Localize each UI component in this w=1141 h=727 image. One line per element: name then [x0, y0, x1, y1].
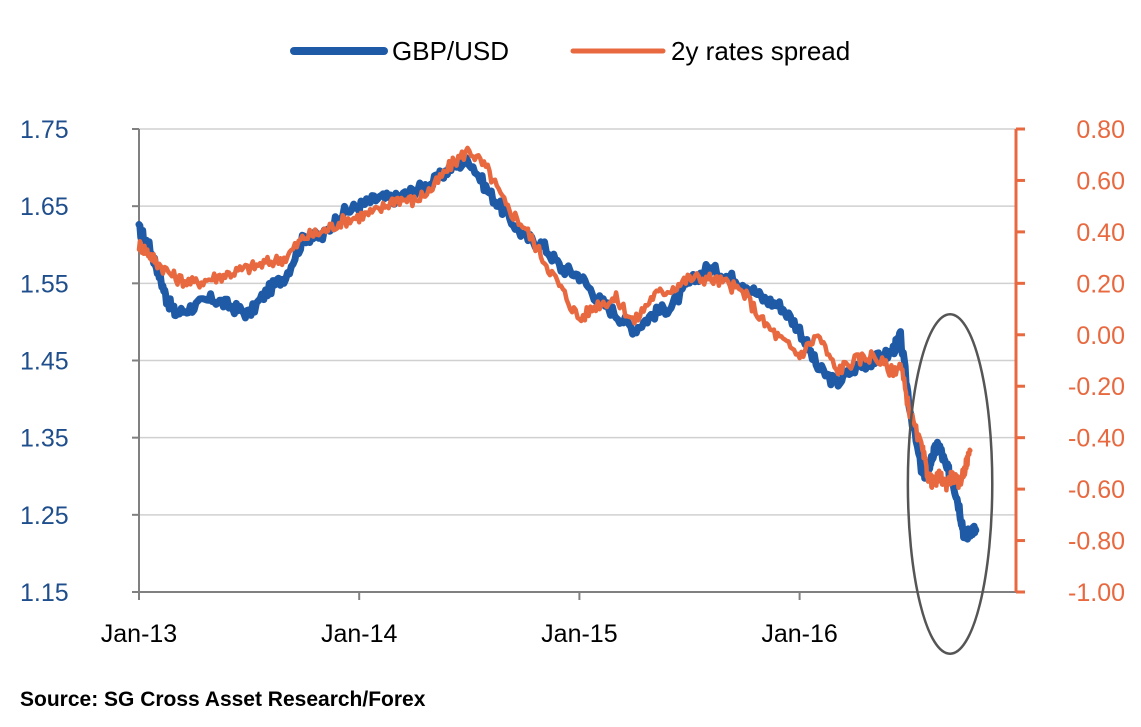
y-right-tick-label: -0.40 [1068, 425, 1125, 453]
legend-label: GBP/USD [392, 36, 509, 66]
y-left-tick-label: 1.15 [20, 579, 69, 607]
legend: GBP/USD 2y rates spread [290, 36, 850, 66]
highlight-ellipse [906, 312, 994, 655]
y-left-tick-label: 1.55 [20, 270, 69, 298]
x-tick-label: Jan-15 [541, 620, 617, 648]
y-left-tick-label: 1.35 [20, 425, 69, 453]
y-left-tick-label: 1.65 [20, 193, 69, 221]
axes [132, 127, 1025, 600]
y-left-tick-label: 1.75 [20, 116, 69, 144]
y-left-tick-label: 1.45 [20, 348, 69, 376]
legend-label: 2y rates spread [671, 36, 850, 66]
source-note: Source: SG Cross Asset Research/Forex [20, 688, 426, 711]
gridlines [139, 128, 1016, 516]
tick-labels: 1.75 1.65 1.55 1.45 1.35 1.25 1.15 0.80 0.60 0.40… [20, 116, 1125, 648]
x-tick-label: Jan-14 [321, 620, 398, 648]
gbp-usd-series-line [135, 153, 980, 543]
y-right-tick-label: -0.60 [1068, 476, 1125, 504]
y-right-tick-label: 0.60 [1076, 167, 1125, 195]
y-left-tick-label: 1.25 [20, 502, 69, 530]
y-right-tick-label: 0.40 [1076, 219, 1125, 247]
y-right-tick-label: -1.00 [1068, 579, 1125, 607]
annotations [906, 312, 994, 655]
rates-spread-series-line [136, 145, 973, 493]
y-right-tick-label: 0.20 [1076, 270, 1125, 298]
y-right-tick-label: -0.80 [1068, 528, 1125, 556]
y-right-tick-label: 0.00 [1076, 322, 1125, 350]
y-right-tick-label: -0.20 [1068, 373, 1125, 401]
x-tick-label: Jan-16 [761, 620, 837, 648]
y-right-tick-label: 0.80 [1076, 116, 1125, 144]
x-tick-label: Jan-13 [101, 620, 177, 648]
